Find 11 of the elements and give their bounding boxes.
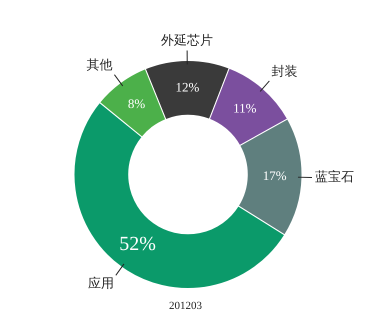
slice-label: 外延芯片 — [161, 33, 214, 48]
data-label: 11% — [233, 100, 257, 116]
slice-label: 封装 — [271, 64, 298, 80]
data-label: 12% — [175, 79, 200, 94]
slice-label: 应用 — [88, 276, 114, 292]
data-label: 17% — [262, 168, 287, 184]
text: 201203 — [168, 300, 203, 312]
data-label: 8% — [128, 96, 146, 112]
slice-label: 蓝宝石 — [314, 168, 354, 185]
slice-label: 其他 — [86, 58, 113, 74]
data-label: 52% — [119, 233, 156, 256]
